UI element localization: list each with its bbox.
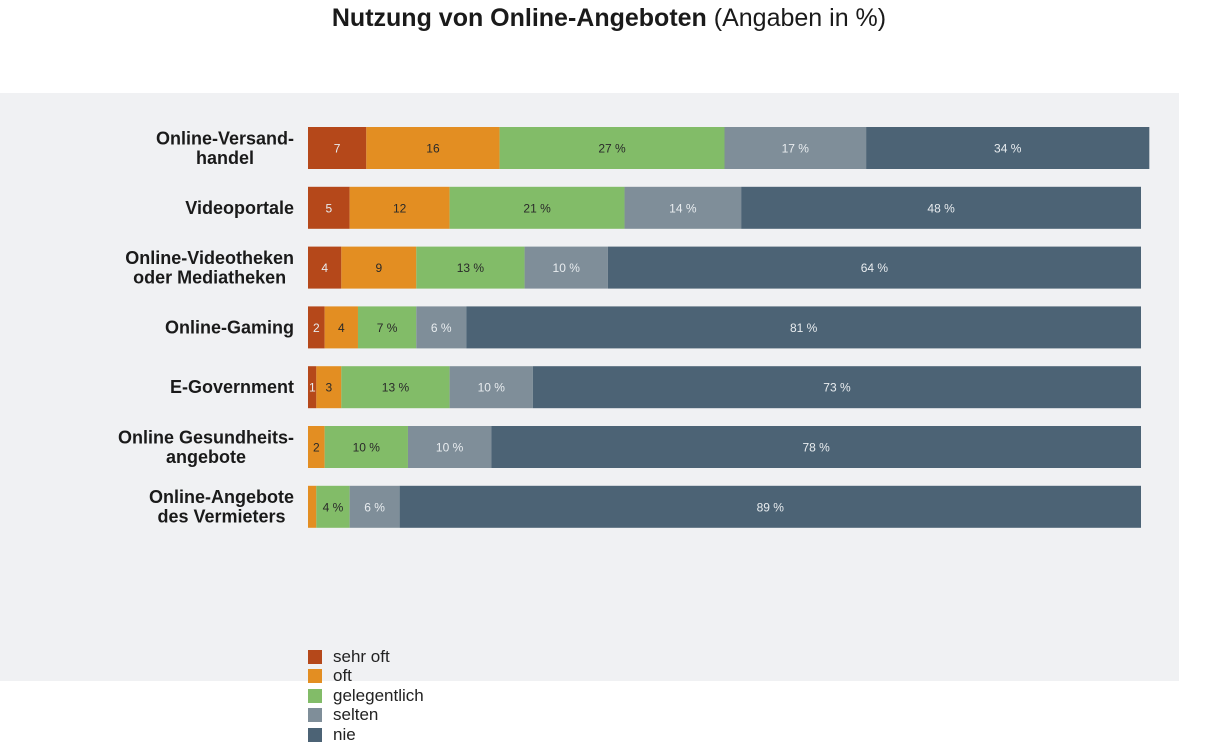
- chart-title-unit: (Angaben in %): [713, 4, 887, 32]
- category-label: Online-Gaming: [165, 317, 294, 337]
- data-label: 13 %: [457, 261, 485, 275]
- bar-segment-selten: [449, 366, 533, 409]
- data-label: 3: [325, 381, 332, 395]
- bar-segment-selten: [416, 306, 467, 349]
- bar-segment-oft: [349, 186, 450, 229]
- legend-item: sehr oft: [308, 647, 424, 667]
- data-label: 27 %: [598, 142, 626, 156]
- bar-segment-nie: [399, 485, 1141, 528]
- data-label: 73 %: [823, 381, 851, 395]
- bar-segment-selten: [349, 485, 400, 528]
- bar-segment-sehr-oft: [308, 366, 317, 409]
- chart-title-main: Nutzung von Online-Angeboten: [331, 4, 707, 32]
- data-label: 10 %: [353, 441, 381, 455]
- chart-title: Nutzung von Online-Angeboten (Angaben in…: [0, 4, 1218, 33]
- bar-segment-oft: [366, 127, 500, 169]
- data-label: 2: [313, 321, 320, 335]
- bar-segment-gelegentlich: [449, 186, 625, 229]
- category-label: Videoportale: [185, 198, 294, 218]
- data-label: 6 %: [364, 500, 385, 514]
- legend-item: oft: [308, 666, 424, 687]
- bar-segment-oft: [308, 485, 317, 528]
- data-label: 13 %: [382, 381, 410, 395]
- bar-segment-sehr-oft: [308, 306, 325, 349]
- data-label: 4 %: [323, 500, 344, 514]
- bar-segment-nie: [532, 366, 1141, 409]
- legend-swatch: [308, 649, 322, 664]
- data-label: 10 %: [553, 261, 581, 275]
- category-label: Online-Videotheken oder Mediatheken: [125, 248, 294, 288]
- data-label: 17 %: [782, 142, 810, 156]
- data-label: 6 %: [431, 321, 452, 335]
- bar-segment-selten: [624, 186, 742, 229]
- data-label: 4: [338, 321, 345, 335]
- bar-segment-sehr-oft: [308, 186, 350, 229]
- bar-segment-gelegentlich: [416, 246, 525, 289]
- data-label: 12: [393, 201, 407, 215]
- data-label: 34 %: [994, 142, 1022, 156]
- legend-label: gelegentlich: [333, 685, 424, 705]
- data-label: 81 %: [790, 321, 818, 335]
- stacked-bar-chart: Online-Versand-handel 7 16 27 % 17 % 34 %Vide…: [118, 127, 1150, 528]
- legend-item: gelegentlich: [308, 686, 424, 706]
- legend-label: nie: [333, 724, 356, 744]
- data-label: 9: [375, 261, 382, 275]
- legend-swatch: [308, 708, 322, 723]
- data-label: 16: [426, 142, 440, 156]
- bar-segment-gelegentlich: [324, 426, 408, 468]
- bar-segment-oft: [308, 426, 325, 468]
- chart-legend: sehr oft oft gelegentlich selten nie: [308, 647, 424, 745]
- data-label: 5: [325, 201, 332, 215]
- category-label: Online Gesundheits-angebote: [118, 427, 294, 467]
- bar-segment-sehr-oft: [308, 246, 342, 289]
- bar-segment-oft: [324, 306, 358, 349]
- bar-segment-nie: [466, 306, 1141, 349]
- data-label: 4: [321, 261, 328, 275]
- data-label: 1: [309, 381, 316, 395]
- bar-segment-sehr-oft: [308, 127, 367, 169]
- bar-segment-nie: [866, 127, 1150, 169]
- data-label: 2: [313, 441, 320, 455]
- bar-segment-selten: [407, 426, 492, 468]
- legend-label: oft: [333, 666, 352, 686]
- bar-segment-oft: [341, 246, 417, 289]
- data-label: 7 %: [377, 321, 398, 335]
- data-label: 21 %: [523, 201, 551, 215]
- legend-item: selten: [308, 705, 424, 726]
- data-label: 48 %: [927, 201, 955, 215]
- data-label: 14 %: [669, 201, 697, 215]
- data-label: 89 %: [757, 500, 785, 514]
- bar-segment-nie: [607, 246, 1141, 289]
- bar-segment-selten: [524, 246, 608, 289]
- bar-segment-gelegentlich: [316, 485, 350, 528]
- category-label: E-Government: [170, 377, 294, 397]
- data-label: 10 %: [436, 441, 464, 455]
- data-label: 10 %: [478, 381, 506, 395]
- data-label: 64 %: [861, 261, 889, 275]
- legend-swatch: [308, 688, 322, 703]
- legend-swatch: [308, 669, 322, 684]
- data-label: 7: [334, 142, 341, 156]
- bar-segment-oft: [316, 366, 342, 409]
- data-label: 78 %: [802, 441, 830, 455]
- category-label: Online-Angebote des Vermieters: [149, 487, 294, 527]
- legend-item: nie: [308, 725, 424, 745]
- category-label: Online-Versand-handel: [156, 128, 294, 168]
- bar-segment-nie: [491, 426, 1141, 468]
- legend-label: selten: [333, 705, 379, 725]
- legend-swatch: [308, 727, 322, 742]
- bar-segment-selten: [724, 127, 867, 169]
- bar-segment-nie: [741, 186, 1141, 229]
- bar-segment-gelegentlich: [341, 366, 450, 409]
- bar-segment-gelegentlich: [357, 306, 417, 349]
- chart-panel: Online-Versand-handel 7 16 27 % 17 % 34 % Vide…: [0, 93, 1179, 744]
- legend-label: sehr oft: [333, 646, 390, 666]
- bar-segment-gelegentlich: [499, 127, 725, 169]
